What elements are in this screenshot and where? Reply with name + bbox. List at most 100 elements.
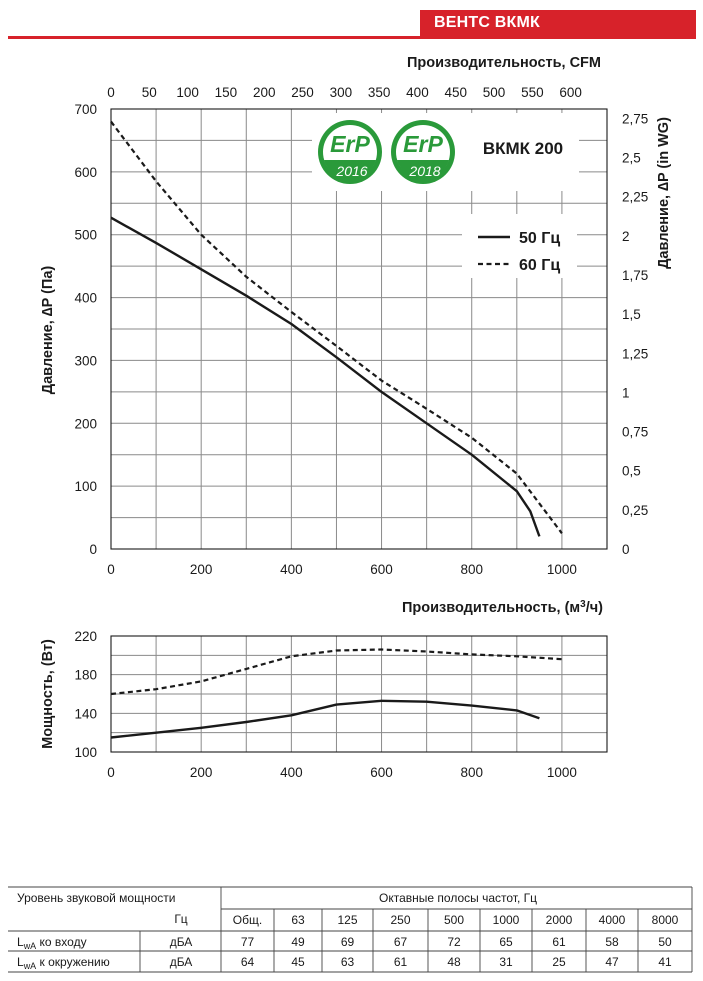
power-curve-60hz (110, 648, 562, 696)
x-tick-label: 0 (107, 562, 115, 577)
table-cell: 49 (291, 935, 305, 949)
table-cell: 48 (447, 955, 461, 969)
power-y-tick-label: 100 (74, 745, 97, 760)
y-tick-label: 400 (74, 291, 97, 306)
power-axis-title: Мощность, (Вт) (40, 639, 56, 749)
inwg-tick-label: 2 (622, 229, 630, 244)
table-cell: 25 (552, 955, 566, 969)
table-cell: 63 (341, 955, 355, 969)
inwg-tick-label: 0,25 (622, 503, 648, 518)
erp-2016-badge-icon: ErP 2016 (318, 120, 382, 184)
table-column-header: 500 (444, 913, 464, 927)
inwg-tick-label: 0,75 (622, 425, 648, 440)
pressure-axis-title: Давление, ∆P (Па) (40, 266, 56, 395)
power-y-tick-label: 180 (74, 668, 97, 683)
legend-panel (462, 214, 577, 278)
power-tick-labels: 0 200 400 600 800 1000 100 140 180 220 (74, 629, 576, 780)
table-cell: 41 (658, 955, 672, 969)
table-row-label-rest: к окружению (36, 955, 110, 969)
cfm-tick-label: 600 (559, 85, 582, 100)
table-cell: 69 (341, 935, 355, 949)
table-cell: 77 (241, 935, 255, 949)
inwg-tick-label: 1,25 (622, 346, 648, 361)
table-row-label-main: L (17, 955, 24, 969)
erp-2018-year: 2018 (408, 163, 440, 179)
table-cell: 72 (447, 935, 461, 949)
table-column-header: 8000 (652, 913, 679, 927)
table-column-header: 250 (390, 913, 410, 927)
flow-axis-title-end: /ч) (586, 600, 603, 616)
table-cell: 61 (552, 935, 566, 949)
cfm-tick-label: 300 (330, 85, 353, 100)
table-cell: 45 (291, 955, 305, 969)
flow-axis-title-main: Производительность, (м (402, 600, 580, 616)
inwg-tick-label: 2,25 (622, 190, 648, 205)
cfm-tick-label: 550 (521, 85, 544, 100)
inwg-tick-label: 1 (622, 385, 630, 400)
inwg-tick-label: 0,5 (622, 464, 641, 479)
table-cell: 50 (658, 935, 672, 949)
table-cell: 65 (499, 935, 513, 949)
x-tick-label: 1000 (547, 562, 577, 577)
power-chart: 0 200 400 600 800 1000 100 140 180 220 Мощность, … (40, 629, 608, 780)
sound-power-table: Уровень звуковой мощности Октавные полос… (8, 886, 693, 973)
table-row-label-sub: wA (23, 941, 37, 951)
erp-2016-year: 2016 (335, 163, 367, 179)
power-x-tick-label: 800 (460, 765, 483, 780)
table-cell: 58 (605, 935, 619, 949)
cfm-tick-label: 0 (107, 85, 115, 100)
y-tick-label: 100 (74, 479, 97, 494)
table-row-label-rest: ко входу (36, 935, 86, 949)
x-tick-label: 400 (280, 562, 303, 577)
table-cell: 47 (605, 955, 619, 969)
x-tick-label: 200 (190, 562, 213, 577)
y-tick-label: 600 (74, 165, 97, 180)
power-x-tick-label: 1000 (547, 765, 577, 780)
inwg-tick-label: 0 (622, 542, 630, 557)
cfm-tick-label: 500 (483, 85, 506, 100)
table-cell: 67 (394, 935, 408, 949)
y-tick-label: 500 (74, 228, 97, 243)
table-column-header: 4000 (599, 913, 626, 927)
power-curves (110, 648, 562, 739)
x-tick-label: 800 (460, 562, 483, 577)
table-row-unit: дБА (170, 935, 193, 949)
cfm-tick-label: 100 (176, 85, 199, 100)
power-curve-50hz (110, 699, 540, 739)
table-unit-hz: Гц (174, 912, 187, 926)
pressure-tick-labels: 0 200 400 600 800 100001002003004005006007000… (74, 85, 648, 577)
table-cells: Общ. 63 125 250 500 1000 2000 4000 8000 LwA ко вх… (17, 913, 679, 971)
table-cell: 64 (241, 955, 255, 969)
table-row-label-sub: wA (23, 961, 37, 971)
legend-60hz-label: 60 Гц (519, 257, 560, 274)
product-title: ВЕНТС ВКМК (420, 10, 696, 36)
pressure-plot-frame (110, 108, 608, 550)
table-cell: 61 (394, 955, 408, 969)
table-column-header: 2000 (546, 913, 573, 927)
power-grid (111, 636, 607, 752)
table-bands-title: Октавные полосы частот, Гц (379, 891, 537, 905)
cfm-tick-label: 400 (406, 85, 429, 100)
table-row-label-main: L (17, 935, 24, 949)
power-x-tick-label: 200 (190, 765, 213, 780)
table-column-header: 63 (291, 913, 305, 927)
cfm-tick-label: 350 (368, 85, 391, 100)
table-cell: 31 (499, 955, 513, 969)
x-tick-label: 600 (370, 562, 393, 577)
flow-axis-title-sup: 3 (580, 599, 586, 610)
erp-2016-label: ErP (330, 131, 370, 157)
cfm-tick-label: 150 (215, 85, 238, 100)
cfm-tick-label: 200 (253, 85, 276, 100)
inwg-tick-label: 1,75 (622, 268, 648, 283)
cfm-tick-label: 450 (444, 85, 467, 100)
power-x-tick-label: 400 (280, 765, 303, 780)
table-column-header: 1000 (493, 913, 520, 927)
y-tick-label: 300 (74, 353, 97, 368)
table-column-header: 125 (337, 913, 357, 927)
flow-axis-title: Производительность, (м3/ч) (402, 599, 603, 616)
table-title: Уровень звуковой мощности (17, 891, 175, 905)
power-x-tick-label: 600 (370, 765, 393, 780)
power-y-tick-label: 220 (74, 629, 97, 644)
inwg-tick-label: 2,75 (622, 111, 648, 126)
